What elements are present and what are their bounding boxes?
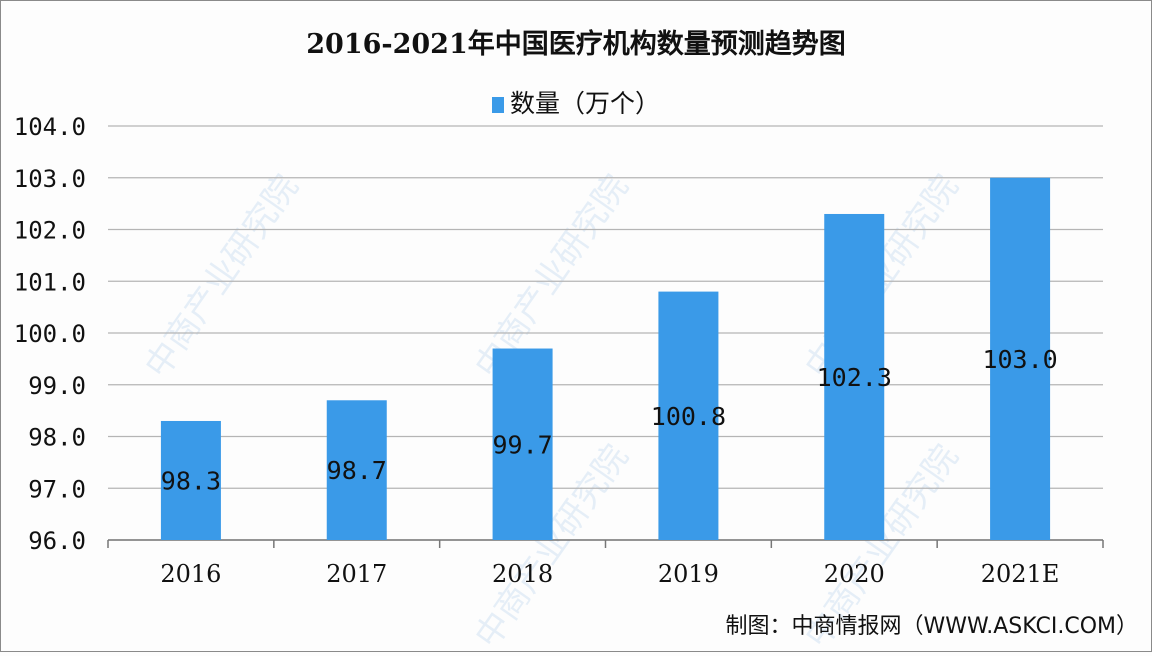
data-label: 98.3 <box>161 466 221 495</box>
y-tick-label: 98.0 <box>28 424 86 452</box>
legend: 数量（万个） <box>0 84 1152 120</box>
legend-label: 数量（万个） <box>509 89 660 118</box>
x-tick-label: 2017 <box>326 560 387 588</box>
bar-2019 <box>658 291 719 540</box>
y-tick-label: 101.0 <box>14 268 86 296</box>
data-label: 98.7 <box>327 456 387 485</box>
legend-swatch <box>491 97 504 113</box>
bar-2016 <box>160 420 221 540</box>
y-tick-label: 99.0 <box>28 372 86 400</box>
y-tick-label: 96.0 <box>28 527 86 555</box>
y-tick-label: 103.0 <box>14 165 86 193</box>
bar-2018 <box>492 348 553 540</box>
data-label: 103.0 <box>982 345 1057 374</box>
data-label: 100.8 <box>651 402 726 431</box>
chart-title: 2016-2021年中国医疗机构数量预测趋势图 <box>306 29 846 60</box>
x-tick-label: 2016 <box>160 560 221 588</box>
y-tick-label: 100.0 <box>14 320 86 348</box>
x-tick-label: 2020 <box>824 560 885 588</box>
bar-2021E <box>990 177 1051 540</box>
source-note: 制图：中商情报网（WWW.ASKCI.COM） <box>725 614 1138 639</box>
data-label: 99.7 <box>492 430 552 459</box>
data-label: 102.3 <box>817 363 892 392</box>
bar-2017 <box>326 400 387 540</box>
y-tick-label: 102.0 <box>14 217 86 245</box>
x-tick-label: 2018 <box>492 560 553 588</box>
y-tick-label: 97.0 <box>28 475 86 503</box>
x-tick-label: 2019 <box>658 560 719 588</box>
x-tick-label: 2021E <box>981 560 1060 588</box>
y-tick-label: 104.0 <box>14 113 86 141</box>
bar-2020 <box>824 213 885 540</box>
